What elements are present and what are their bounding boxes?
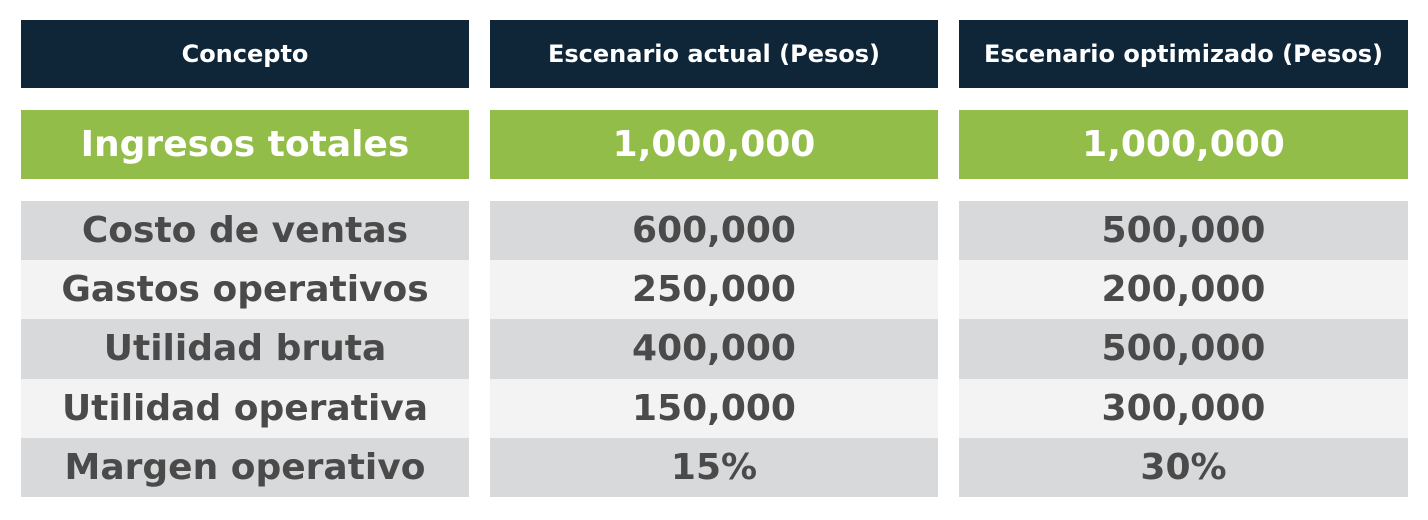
row-actual-value: 250,000 (490, 260, 938, 320)
column-optimizado: Escenario optimizado (Pesos) 1,000,000 5… (959, 20, 1408, 497)
column-actual: Escenario actual (Pesos) 1,000,000 600,0… (490, 20, 938, 497)
total-optimizado: 1,000,000 (959, 110, 1408, 179)
row-optimizado-value: 30% (959, 437, 1408, 497)
row-label: Utilidad bruta (21, 319, 469, 379)
row-label: Gastos operativos (21, 260, 469, 320)
total-label: Ingresos totales (21, 110, 469, 179)
row-label: Utilidad operativa (21, 378, 469, 438)
row-label: Margen operativo (21, 437, 469, 497)
header-actual: Escenario actual (Pesos) (490, 20, 938, 88)
header-optimizado: Escenario optimizado (Pesos) (959, 20, 1408, 88)
column-concepto: Concepto Ingresos totales Costo de venta… (21, 20, 469, 497)
row-actual-value: 600,000 (490, 201, 938, 261)
row-optimizado-value: 200,000 (959, 260, 1408, 320)
header-concepto: Concepto (21, 20, 469, 88)
row-optimizado-value: 300,000 (959, 378, 1408, 438)
row-actual-value: 150,000 (490, 378, 938, 438)
total-actual: 1,000,000 (490, 110, 938, 179)
row-label: Costo de ventas (21, 201, 469, 261)
row-actual-value: 15% (490, 437, 938, 497)
row-optimizado-value: 500,000 (959, 201, 1408, 261)
row-actual-value: 400,000 (490, 319, 938, 379)
row-optimizado-value: 500,000 (959, 319, 1408, 379)
